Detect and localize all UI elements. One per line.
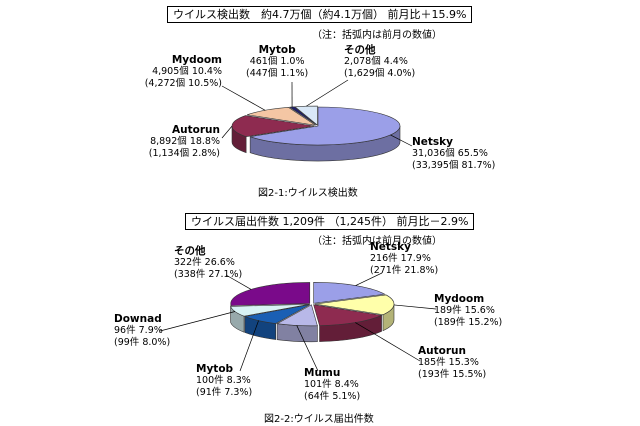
chart-2-title: ウイルス届出件数 1,209件 （1,245件） 前月比－2.9% — [185, 213, 475, 230]
chart-2-slice-3 — [276, 304, 318, 327]
chart-2-pie — [159, 272, 437, 372]
chart-1-pie — [221, 79, 413, 162]
chart-1-leader-1 — [221, 125, 233, 139]
chart-2-note: （注：括弧内は前月の数値） — [312, 236, 442, 247]
virus-report-chart: ウイルス届出件数 1,209件 （1,245件） 前月比－2.9% （注：括弧内… — [0, 213, 640, 426]
chart-1-slice-3 — [288, 106, 317, 126]
chart-2-slice-1 — [314, 294, 395, 316]
chart-2-leader-1 — [393, 304, 437, 310]
chart-1-slice-1 — [231, 115, 315, 137]
label-mumu-2: Mumu 101件 8.4% (64件 5.1%) — [304, 367, 361, 402]
chart-2-leader-4 — [239, 320, 259, 372]
chart-2-leader-6 — [225, 274, 252, 290]
chart-1-leader-0 — [390, 134, 413, 147]
label-autorun-2: Autorun 185件 15.3% (193件 15.5%) — [418, 345, 487, 380]
label-mytob: Mytob 461個 1.0% (447個 1.1%) — [246, 44, 309, 79]
label-autorun: Autorun 8,892個 18.8% (1,134個 2.8%) — [148, 124, 220, 159]
chart-2-slice-6 — [230, 282, 311, 306]
chart-1-caption: 図2-1:ウイルス検出数 — [258, 188, 358, 199]
label-netsky: Netsky 31,036個 65.5% (33,395個 81.7%) — [412, 136, 496, 171]
label-mytob-2: Mytob 100件 8.3% (91件 7.3%) — [196, 363, 253, 398]
chart-2-slice-5 — [230, 303, 310, 317]
chart-2-leader-0 — [355, 272, 383, 286]
chart-1-slice-0 — [250, 106, 401, 146]
chart-2-slice-2 — [313, 304, 383, 326]
chart-1-leader-4 — [305, 79, 349, 107]
label-other-2: その他 322件 26.6% (338件 27.1%) — [174, 245, 243, 280]
label-downad-2: Downad 96件 7.9% (99件 8.0%) — [114, 313, 171, 348]
label-netsky-2: Netsky 216件 17.9% (271件 21.8%) — [370, 241, 439, 276]
chart-1-leader-2 — [221, 85, 266, 111]
chart-1-note: （注：括弧内は前月の数値） — [312, 30, 442, 41]
label-mydoom-2: Mydoom 189件 15.6% (189件 15.2%) — [434, 293, 503, 328]
chart-2-caption: 図2-2:ウイルス届出件数 — [264, 414, 374, 425]
chart-2-slice-0 — [313, 282, 386, 304]
label-mydoom: Mydoom 4,905個 10.4% (4,272個 10.5%) — [144, 54, 222, 89]
virus-detection-chart: ウイルス検出数 約4.7万個（約4.1万個） 前月比＋15.9% （注：括弧内は… — [144, 6, 496, 199]
chart-1-title: ウイルス検出数 約4.7万個（約4.1万個） 前月比＋15.9% — [167, 6, 473, 23]
chart-2-leader-5 — [159, 311, 236, 332]
label-other: その他 2,078個 4.4% (1,629個 4.0%) — [344, 44, 416, 79]
chart-2-leader-2 — [355, 322, 421, 362]
chart-2-leader-3 — [296, 325, 319, 372]
